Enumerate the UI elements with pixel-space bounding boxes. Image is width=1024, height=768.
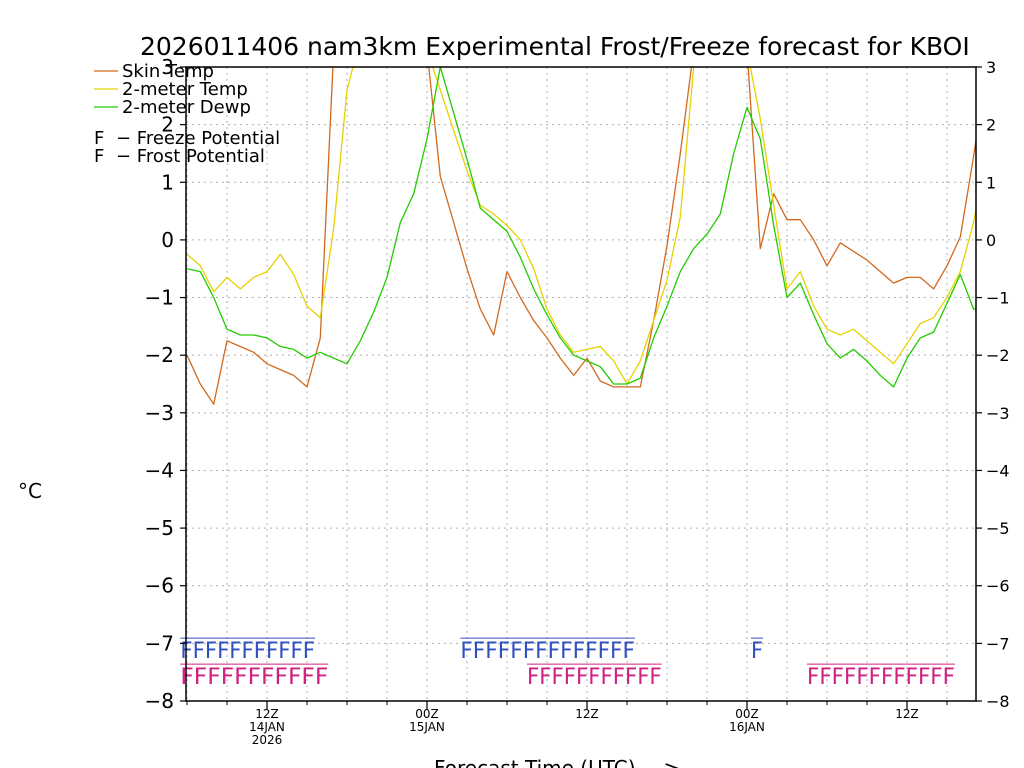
x-tick-label: 12Z bbox=[255, 707, 279, 721]
x-tick-label: 12Z bbox=[575, 707, 599, 721]
y-axis-label: °C bbox=[18, 479, 42, 503]
axes: 3 3 2 2 1 1 0 0 −1 −1 −2 −2 −3 −3 −4 −4 −5 −5 −6 −6 −7 −7 −8 −8… bbox=[145, 55, 1010, 747]
y-tick-label-right: 3 bbox=[986, 58, 996, 77]
series-line-2-meter-temp bbox=[186, 67, 976, 385]
x-tick-label: 00Z bbox=[415, 707, 439, 721]
y-tick-label-right: −8 bbox=[986, 692, 1010, 711]
x-axis-label: Forecast Time (UTC) ---> bbox=[434, 756, 680, 768]
y-tick-label-left: −6 bbox=[145, 574, 174, 598]
y-tick-label-right: 0 bbox=[986, 231, 996, 250]
y-tick-label-right: −4 bbox=[986, 461, 1010, 480]
x-tick-label: 14JAN bbox=[249, 720, 285, 734]
y-tick-label-left: −5 bbox=[145, 516, 174, 540]
y-tick-label-left: 0 bbox=[161, 228, 174, 252]
y-tick-label-right: 2 bbox=[986, 116, 996, 135]
y-tick-label-left: −8 bbox=[145, 689, 174, 713]
legend-flag-letter: F bbox=[94, 128, 104, 149]
y-tick-label-left: −4 bbox=[145, 458, 174, 482]
flag-segment-frost-potential: FFFFFFFFFFFFFF bbox=[460, 639, 635, 664]
y-tick-label-right: −6 bbox=[986, 577, 1010, 596]
x-tick-label: 16JAN bbox=[729, 720, 765, 734]
x-tick-label: 00Z bbox=[735, 707, 759, 721]
flag-segment-freeze-potential: FFFFFFFFFFF bbox=[527, 665, 662, 690]
y-tick-label-left: −1 bbox=[145, 286, 174, 310]
flag-segment-frost-potential: F bbox=[751, 639, 763, 664]
frost-freeze-flags: FFFFFFFFFFF FFFFFFFFFFFFFF FFFFFFFFFFFF FFF… bbox=[180, 637, 955, 690]
y-tick-label-right: −1 bbox=[986, 289, 1010, 308]
legend-label: 2-meter Temp bbox=[122, 79, 248, 100]
flag-segment-freeze-potential: FFFFFFFFFFF bbox=[180, 665, 328, 690]
y-tick-label-left: 2 bbox=[161, 113, 174, 137]
y-tick-label-left: 1 bbox=[161, 170, 174, 194]
legend-flag-letter: F bbox=[94, 146, 104, 167]
series-line-2-meter-dewp bbox=[186, 67, 976, 388]
y-tick-label-right: −5 bbox=[986, 519, 1010, 538]
legend-label: Skin Temp bbox=[122, 61, 214, 82]
y-tick-label-right: −7 bbox=[986, 634, 1010, 653]
legend-flag-label: − Freeze Potential bbox=[116, 128, 280, 149]
series-lines bbox=[186, 67, 976, 405]
plot-frame bbox=[185, 66, 977, 702]
grid bbox=[186, 67, 976, 701]
x-tick-label: 15JAN bbox=[409, 720, 445, 734]
flag-segment-frost-potential: FFFFFFFFFFF bbox=[180, 639, 315, 664]
y-tick-label-left: −7 bbox=[145, 631, 174, 655]
legend-label: 2-meter Dewp bbox=[122, 97, 251, 118]
y-tick-label-right: 1 bbox=[986, 173, 996, 192]
y-tick-label-left: −3 bbox=[145, 401, 174, 425]
series-line-skin-temp bbox=[186, 67, 976, 405]
legend-flag-label: − Frost Potential bbox=[116, 146, 265, 167]
y-tick-label-right: −2 bbox=[986, 346, 1010, 365]
y-tick-label-left: −2 bbox=[145, 343, 174, 367]
y-tick-label-right: −3 bbox=[986, 404, 1010, 423]
chart-title: 2026011406 nam3km Experimental Frost/Fre… bbox=[140, 32, 970, 61]
y-tick-label-left: 3 bbox=[161, 55, 174, 79]
x-tick-label: 12Z bbox=[895, 707, 919, 721]
flag-segment-freeze-potential: FFFFFFFFFFFF bbox=[807, 665, 955, 690]
x-tick-label: 2026 bbox=[252, 733, 283, 747]
